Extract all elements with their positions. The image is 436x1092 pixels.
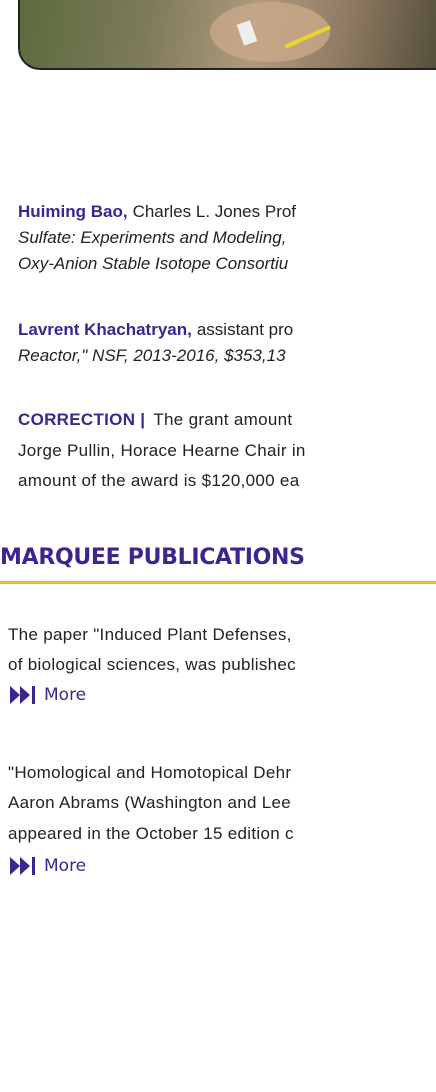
pub-line: of biological sciences, was publishec: [8, 654, 296, 676]
correction-line: Jorge Pullin, Horace Hearne Chair in: [18, 440, 306, 462]
grant-line: Huiming Bao, Charles L. Jones Prof: [18, 201, 296, 223]
correction-text: The grant amount: [153, 410, 292, 429]
more-text[interactable]: More: [44, 856, 86, 876]
pub-line: Aaron Abrams (Washington and Lee: [8, 792, 291, 814]
pub-line: appeared in the October 15 edition c: [8, 823, 294, 845]
correction-line: amount of the award is $120,000 ea: [18, 470, 299, 492]
photo: [18, 0, 436, 70]
more-icon: [10, 855, 38, 877]
grant-line: Sulfate: Experiments and Modeling,: [18, 227, 286, 249]
more-icon: [10, 684, 38, 706]
heading-rule: [0, 581, 436, 584]
section-heading: MARQUEE PUBLICATIONS: [0, 545, 305, 570]
grant-line: Oxy-Anion Stable Isotope Consortiu: [18, 253, 288, 275]
grant-text: Charles L. Jones Prof: [133, 202, 296, 221]
more-text[interactable]: More: [44, 685, 86, 705]
grant-line: Reactor," NSF, 2013-2016, $353,13: [18, 345, 286, 367]
more-link[interactable]: More: [10, 684, 86, 706]
correction-line: CORRECTION | The grant amount: [18, 409, 292, 431]
photo-detail: [20, 0, 436, 68]
grant-name: Huiming Bao,: [18, 202, 128, 221]
pub-line: "Homological and Homotopical Dehr: [8, 762, 291, 784]
grant-line: Lavrent Khachatryan, assistant pro: [18, 319, 293, 341]
correction-label: CORRECTION |: [18, 410, 145, 429]
more-link[interactable]: More: [10, 855, 86, 877]
page: {"grants": [ {"name": "Huiming Bao,", "l…: [0, 0, 436, 1092]
grant-text: assistant pro: [197, 320, 293, 339]
grant-name: Lavrent Khachatryan,: [18, 320, 192, 339]
pub-line: The paper "Induced Plant Defenses,: [8, 624, 292, 646]
